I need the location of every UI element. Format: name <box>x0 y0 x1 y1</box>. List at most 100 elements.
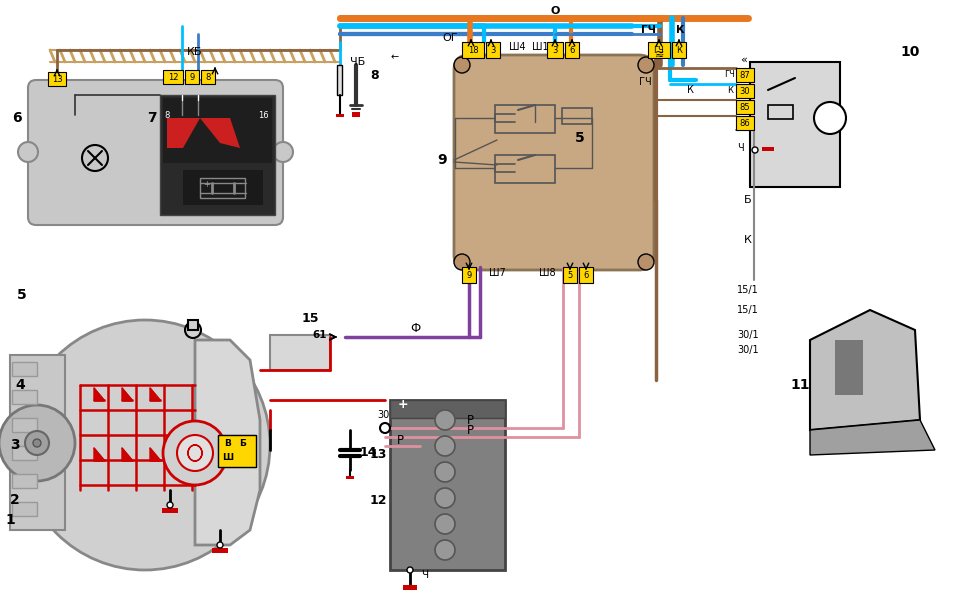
Bar <box>562 108 592 124</box>
Bar <box>462 42 484 58</box>
Polygon shape <box>122 388 132 400</box>
Bar <box>48 72 66 86</box>
Polygon shape <box>94 448 104 460</box>
Text: 15/1: 15/1 <box>737 285 758 295</box>
Text: Ч: Ч <box>421 570 428 580</box>
Circle shape <box>20 320 270 570</box>
Text: 15/1: 15/1 <box>737 305 758 315</box>
Text: Ш4: Ш4 <box>509 42 525 52</box>
Bar <box>579 267 593 283</box>
Bar <box>390 400 505 570</box>
Text: 10: 10 <box>900 45 920 59</box>
Text: К: К <box>744 235 752 245</box>
Bar <box>163 98 272 163</box>
Text: -: - <box>238 179 242 188</box>
Bar <box>12 418 37 432</box>
Bar <box>336 114 344 117</box>
Bar <box>736 100 754 114</box>
Circle shape <box>638 254 654 270</box>
Circle shape <box>435 462 455 482</box>
Text: Р: Р <box>467 424 473 437</box>
Bar <box>495 155 555 183</box>
Text: К: К <box>686 85 693 95</box>
Text: Р: Р <box>467 413 473 427</box>
Bar <box>188 320 198 330</box>
Bar <box>10 355 65 530</box>
Circle shape <box>33 439 41 447</box>
Text: «: « <box>740 55 748 65</box>
Polygon shape <box>200 118 240 148</box>
Text: 85: 85 <box>740 103 751 112</box>
Text: Ч: Ч <box>736 143 743 153</box>
Text: 5: 5 <box>17 288 27 302</box>
Text: ГЧ: ГЧ <box>641 25 657 35</box>
Text: 13: 13 <box>52 74 62 84</box>
Text: 8: 8 <box>371 69 379 82</box>
Text: ЧБ: ЧБ <box>350 57 366 67</box>
Text: 9: 9 <box>189 72 195 82</box>
Text: 5: 5 <box>567 271 572 279</box>
Circle shape <box>638 57 654 73</box>
Polygon shape <box>810 420 935 455</box>
Text: Б: Б <box>240 440 247 448</box>
Text: 30: 30 <box>377 410 389 420</box>
Circle shape <box>0 405 75 481</box>
Circle shape <box>454 254 470 270</box>
Circle shape <box>454 57 470 73</box>
Text: Ш8: Ш8 <box>539 268 555 278</box>
Circle shape <box>435 436 455 456</box>
Circle shape <box>435 540 455 560</box>
Text: 2: 2 <box>11 493 20 507</box>
Text: К: К <box>727 85 733 95</box>
Text: Ш1: Ш1 <box>532 42 548 52</box>
Text: 12: 12 <box>168 72 179 82</box>
Text: 18: 18 <box>468 45 478 55</box>
Text: 3: 3 <box>491 45 495 55</box>
Text: В: В <box>225 440 231 448</box>
Circle shape <box>18 142 38 162</box>
Text: +: + <box>204 179 210 188</box>
Bar <box>462 267 476 283</box>
Circle shape <box>435 514 455 534</box>
Bar <box>563 267 577 283</box>
Circle shape <box>435 488 455 508</box>
Text: 30/1: 30/1 <box>737 330 758 340</box>
FancyBboxPatch shape <box>454 55 654 270</box>
Bar <box>218 435 256 467</box>
Bar <box>12 502 37 516</box>
Text: 12: 12 <box>370 494 387 507</box>
Circle shape <box>814 102 846 134</box>
Text: О: О <box>550 6 560 16</box>
Text: 15: 15 <box>301 311 319 325</box>
Circle shape <box>25 431 49 455</box>
Text: К: К <box>676 45 682 55</box>
Circle shape <box>167 502 173 508</box>
Text: 6: 6 <box>12 111 22 125</box>
Bar <box>183 170 263 205</box>
Text: 8: 8 <box>205 72 210 82</box>
Circle shape <box>273 142 293 162</box>
Bar <box>403 585 417 590</box>
Bar <box>185 70 199 84</box>
Bar <box>12 474 37 488</box>
Bar <box>352 112 360 117</box>
Bar <box>547 42 563 58</box>
Text: ГЧ: ГЧ <box>725 69 735 79</box>
Bar <box>736 68 754 82</box>
Polygon shape <box>122 448 132 460</box>
Text: 16: 16 <box>257 111 268 120</box>
Text: Ш: Ш <box>223 454 233 462</box>
Text: 30: 30 <box>740 87 751 96</box>
Text: 30/1: 30/1 <box>737 345 758 355</box>
Text: ГЧ: ГЧ <box>654 45 664 55</box>
Bar <box>160 95 275 215</box>
Text: 1: 1 <box>5 513 14 527</box>
Text: 61: 61 <box>313 330 327 340</box>
Bar <box>390 400 505 418</box>
Bar <box>270 335 330 370</box>
Text: 87: 87 <box>739 71 751 79</box>
Bar <box>212 548 228 553</box>
Bar <box>835 340 863 395</box>
Text: 4: 4 <box>15 378 25 392</box>
Bar <box>672 42 686 58</box>
